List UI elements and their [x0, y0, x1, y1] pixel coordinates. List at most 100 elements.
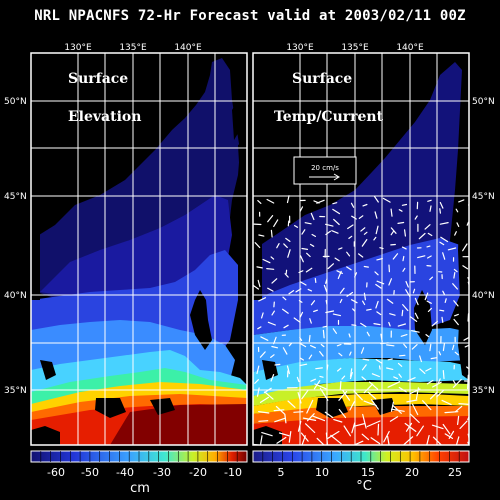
current-vector [358, 253, 364, 258]
current-vector [309, 243, 315, 247]
current-vector [271, 310, 275, 316]
current-vector [376, 257, 383, 261]
current-vector [454, 351, 459, 356]
current-vector [258, 411, 270, 414]
current-vector [338, 390, 348, 401]
current-vector [419, 355, 422, 363]
current-vector [388, 321, 391, 327]
map-title: NRL NPACNFS 72-Hr Forecast valid at 2003… [34, 8, 466, 24]
current-vector [373, 236, 377, 241]
current-vector [453, 268, 458, 273]
current-vector [439, 241, 445, 246]
current-vector [363, 383, 374, 394]
current-vector [334, 257, 340, 262]
current-vector [363, 400, 377, 407]
current-vector [360, 227, 366, 232]
current-vector [419, 368, 426, 374]
current-vector [425, 334, 430, 338]
current-vector [375, 300, 379, 309]
current-vector [431, 424, 444, 430]
current-vector [301, 389, 309, 400]
current-vector [436, 389, 445, 398]
lat-label-50-left: 50°N [4, 97, 27, 107]
current-vector [454, 313, 459, 317]
current-vector [463, 336, 469, 341]
current-vector [392, 404, 402, 414]
current-vector [426, 379, 434, 385]
current-vector [313, 309, 318, 313]
current-vector [302, 417, 317, 421]
current-vector [283, 324, 289, 329]
current-vector [338, 247, 343, 250]
current-vector [319, 351, 324, 357]
current-vector [398, 209, 403, 212]
current-vector [402, 255, 405, 262]
current-vector [310, 345, 316, 349]
current-vector [258, 420, 269, 422]
current-vector [393, 376, 398, 380]
current-vector [294, 225, 299, 228]
current-vector [348, 235, 353, 239]
current-vector [276, 243, 280, 249]
current-vector [439, 222, 449, 225]
current-vector [267, 321, 276, 326]
current-vector [429, 343, 432, 352]
current-vector [282, 347, 288, 355]
current-vector [332, 328, 337, 334]
current-vector [267, 215, 274, 223]
current-vector [471, 303, 472, 306]
current-vector [322, 325, 327, 328]
current-vector [452, 283, 458, 290]
lon-label-140-right: 140°E [396, 43, 424, 53]
current-vector [284, 414, 287, 424]
current-vector [412, 288, 416, 294]
current-vector [370, 399, 379, 410]
current-vector [452, 378, 462, 388]
lat-label-45-left: 45°N [4, 192, 27, 202]
current-vector [257, 326, 262, 330]
current-vector [339, 298, 343, 304]
current-vector [362, 300, 366, 306]
current-vector [283, 243, 288, 248]
current-vector [301, 247, 309, 250]
elevation-label-line2: Elevation [68, 109, 141, 125]
elev-tick-m40: -40 [116, 466, 134, 479]
current-vector [386, 298, 394, 304]
current-vector [351, 422, 356, 434]
current-vector [379, 247, 384, 250]
current-vector [378, 365, 381, 370]
current-vector [301, 435, 306, 445]
current-vector [453, 318, 459, 326]
current-vector [424, 292, 429, 301]
current-vector [299, 311, 304, 318]
current-vector [374, 271, 379, 276]
current-vector [258, 297, 267, 302]
current-vector [405, 280, 409, 288]
current-vector [441, 399, 452, 406]
current-vector [397, 323, 406, 327]
current-vector [314, 383, 327, 390]
current-vector [333, 218, 340, 226]
current-vector [332, 202, 338, 205]
current-vector [351, 215, 357, 220]
current-vector [452, 344, 455, 351]
temp-tick-20: 20 [405, 466, 419, 479]
current-vector [311, 233, 316, 237]
current-vector [362, 358, 370, 361]
current-vector [373, 323, 381, 326]
current-vector [347, 224, 354, 230]
current-vector [288, 290, 295, 295]
current-vector [386, 367, 394, 370]
current-vector [259, 396, 269, 403]
current-vector [422, 400, 432, 411]
current-vector [418, 232, 426, 240]
current-vector [398, 373, 402, 378]
current-vector [375, 359, 383, 364]
current-vector [442, 343, 445, 352]
current-vector [426, 300, 432, 304]
lon-label-140-left: 140°E [174, 43, 202, 53]
current-vector [397, 221, 405, 224]
current-vector [286, 195, 290, 204]
elev-tick-m20: -20 [189, 466, 207, 479]
current-vector [352, 440, 364, 445]
